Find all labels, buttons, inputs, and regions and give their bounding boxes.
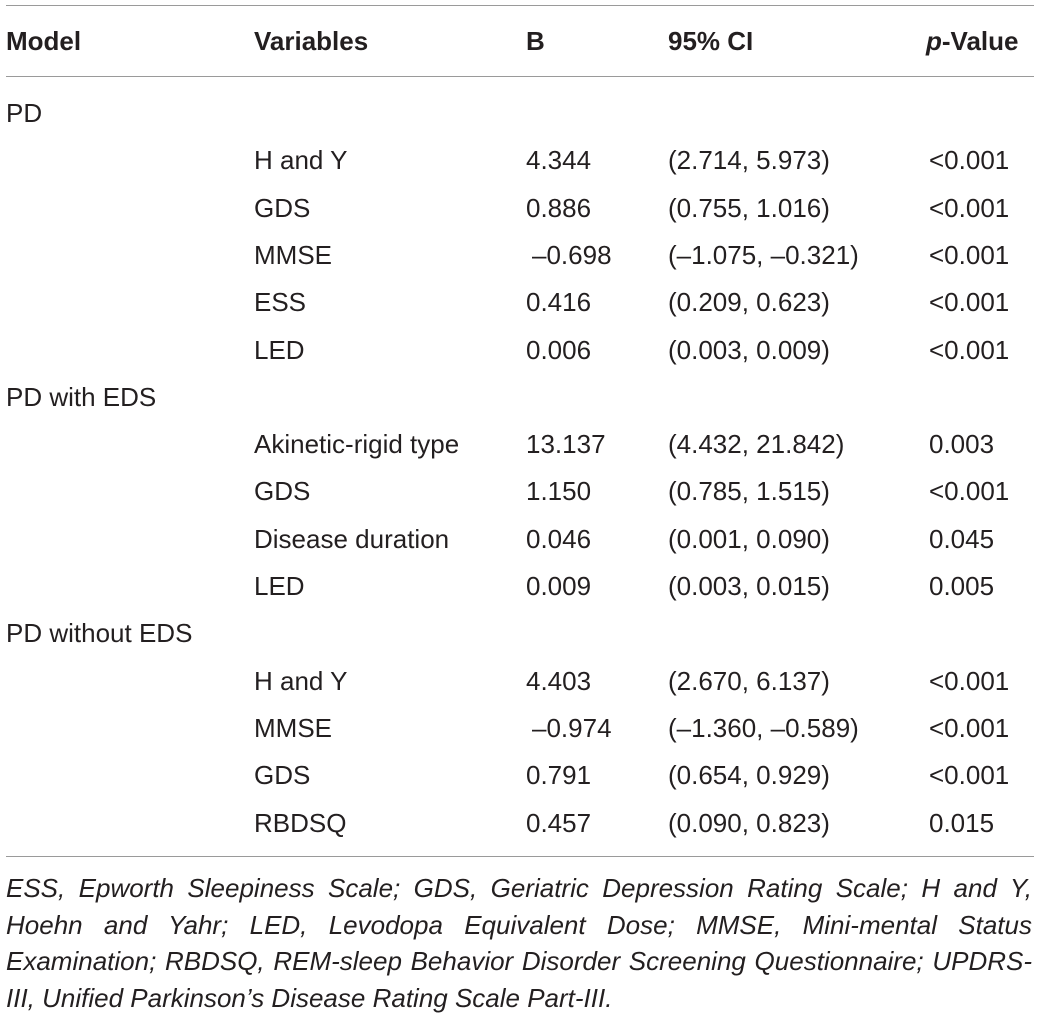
cell-b: 0.457 — [526, 807, 592, 838]
header-variables: Variables — [254, 26, 369, 56]
cell-variable: ESS — [254, 287, 307, 318]
cell-ci: (2.670, 6.137) — [668, 665, 830, 696]
cell-p-value: <0.001 — [929, 145, 1010, 176]
table-footnote: ESS, Epworth Sleepiness Scale; GDS, Geri… — [6, 873, 1032, 1013]
cell-ci: (2.714, 5.973) — [668, 145, 830, 176]
cell-b: 0.791 — [526, 760, 592, 791]
cell-variable: LED — [254, 571, 305, 601]
cell-variable: H and Y — [254, 665, 348, 696]
cell-p-value: <0.001 — [929, 712, 1010, 743]
cell-b: –0.974 — [532, 712, 612, 743]
cell-b: 4.344 — [526, 145, 592, 176]
header-p-value: p-Value — [926, 26, 1018, 56]
table-header-rule — [6, 76, 1034, 77]
cell-variable: GDS — [254, 760, 311, 791]
cell-b: 1.150 — [526, 476, 592, 507]
cell-b: 0.009 — [526, 571, 592, 601]
cell-p-value: <0.001 — [929, 665, 1010, 696]
cell-p-value: 0.015 — [929, 807, 995, 838]
header-b: B — [526, 26, 545, 56]
cell-b: 0.006 — [526, 334, 592, 365]
model-group-label: PD with EDS — [6, 381, 157, 412]
header-p-italic: p — [926, 26, 942, 56]
cell-p-value: <0.001 — [929, 239, 1010, 270]
cell-ci: (0.003, 0.015) — [668, 571, 830, 601]
cell-ci: (–1.360, –0.589) — [668, 712, 859, 743]
cell-variable: H and Y — [254, 145, 348, 176]
cell-variable: GDS — [254, 192, 311, 223]
cell-variable: MMSE — [254, 239, 332, 270]
cell-variable: RBDSQ — [254, 807, 347, 838]
table-bottom-rule — [6, 856, 1034, 857]
cell-variable: Akinetic-rigid type — [254, 429, 460, 460]
cell-ci: (0.785, 1.515) — [668, 476, 830, 507]
cell-p-value: 0.045 — [929, 523, 995, 554]
header-ci: 95% CI — [668, 26, 754, 56]
cell-ci: (0.003, 0.009) — [668, 334, 830, 365]
model-group-label: PD — [6, 98, 43, 128]
cell-b: 0.416 — [526, 287, 592, 318]
cell-ci: (0.001, 0.090) — [668, 523, 830, 554]
cell-ci: (0.090, 0.823) — [668, 807, 830, 838]
cell-ci: (0.755, 1.016) — [668, 192, 830, 223]
cell-variable: MMSE — [254, 712, 332, 743]
cell-ci: (0.654, 0.929) — [668, 760, 830, 791]
cell-p-value: <0.001 — [929, 287, 1010, 318]
cell-variable: Disease duration — [254, 523, 450, 554]
table-top-rule — [6, 5, 1034, 6]
model-group-label: PD without EDS — [6, 618, 193, 649]
cell-p-value: 0.003 — [929, 429, 995, 460]
cell-variable: GDS — [254, 476, 311, 507]
header-p-rest: -Value — [941, 26, 1019, 56]
header-model: Model — [6, 26, 82, 56]
cell-variable: LED — [254, 334, 305, 365]
cell-p-value: <0.001 — [929, 476, 1010, 507]
cell-b: 0.046 — [526, 523, 592, 554]
cell-p-value: 0.005 — [929, 571, 995, 601]
cell-b: 0.886 — [526, 192, 592, 223]
cell-p-value: <0.001 — [929, 334, 1010, 365]
cell-b: 4.403 — [526, 665, 592, 696]
cell-b: 13.137 — [526, 429, 606, 460]
cell-p-value: <0.001 — [929, 760, 1010, 791]
cell-b: –0.698 — [532, 239, 612, 270]
cell-ci: (–1.075, –0.321) — [668, 239, 859, 270]
cell-p-value: <0.001 — [929, 192, 1010, 223]
cell-ci: (4.432, 21.842) — [668, 429, 845, 460]
cell-ci: (0.209, 0.623) — [668, 287, 830, 318]
